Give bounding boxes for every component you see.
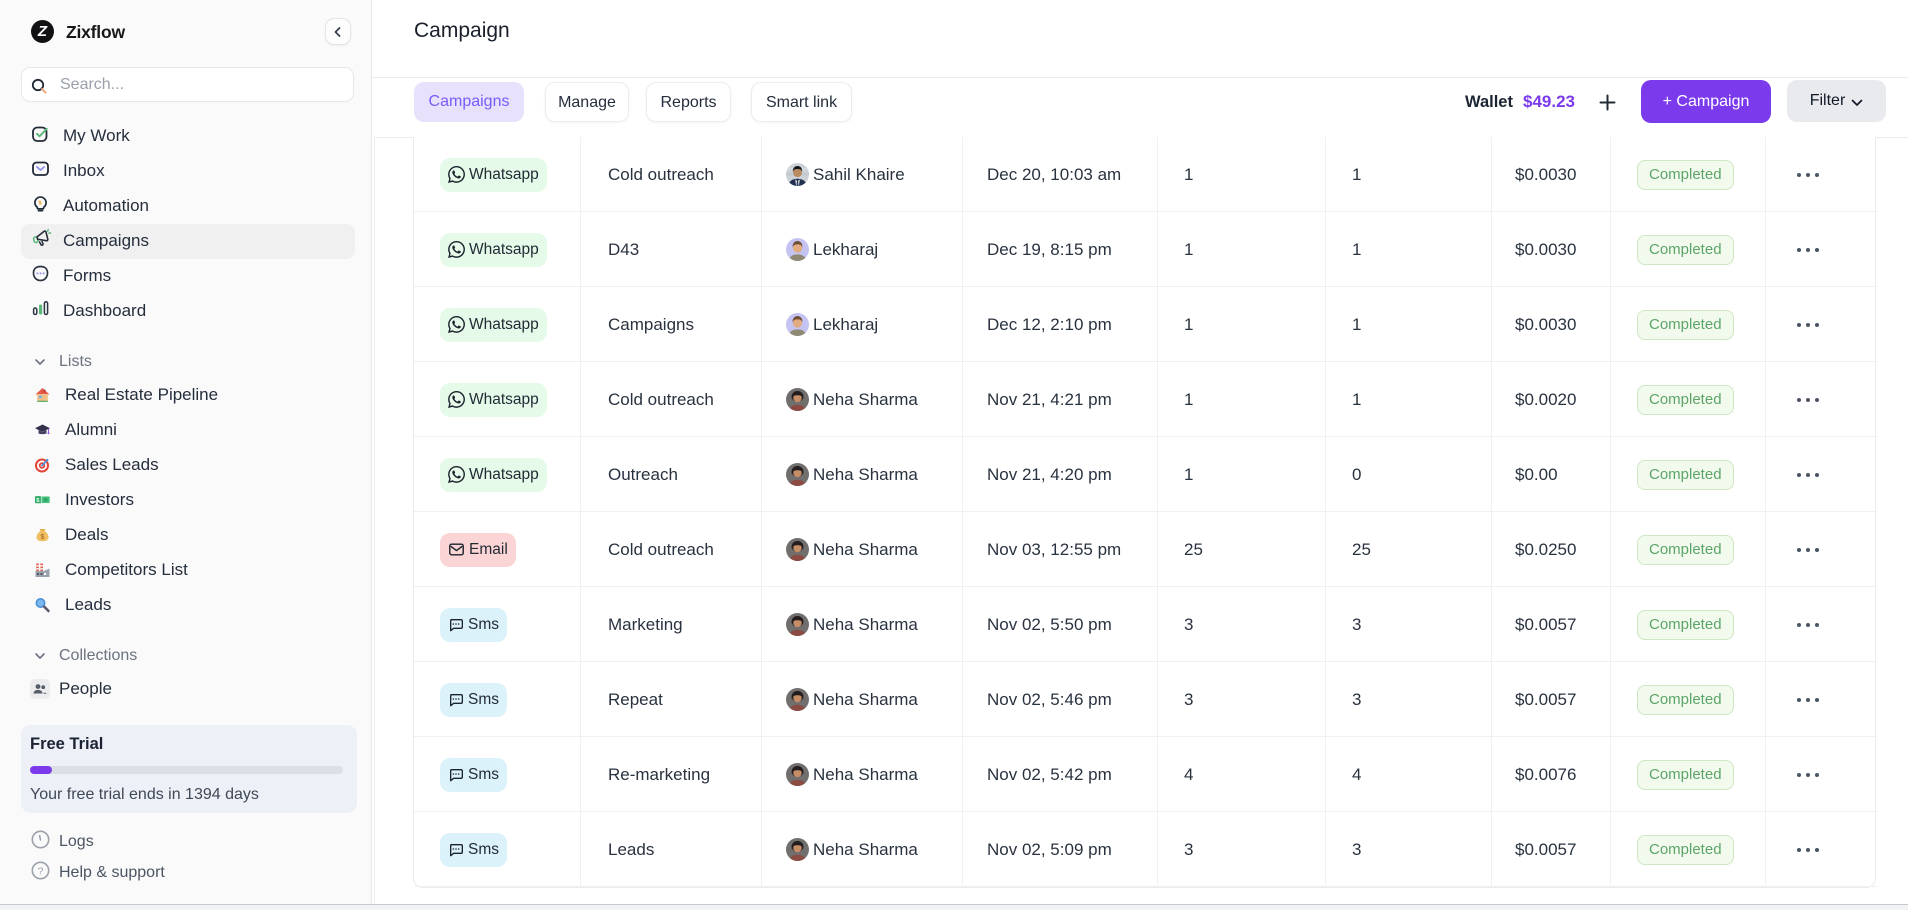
svg-text:?: ? <box>38 865 44 877</box>
svg-text:$: $ <box>37 498 40 504</box>
svg-text:$: $ <box>41 534 45 541</box>
